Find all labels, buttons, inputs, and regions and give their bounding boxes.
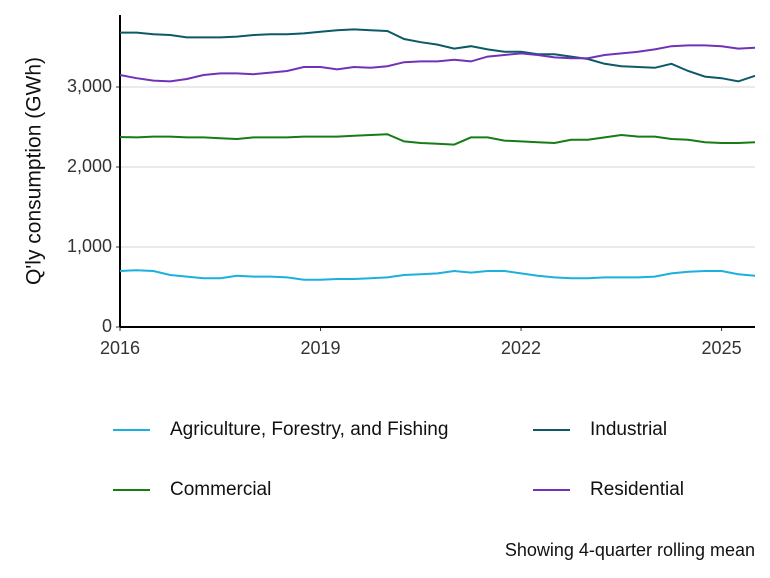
legend-label: Industrial: [590, 419, 667, 440]
x-tick-label: 2025: [702, 338, 742, 358]
series-line: [119, 269, 756, 281]
legend-label: Residential: [590, 479, 684, 500]
annotation: Showing 4-quarter rolling mean: [505, 540, 755, 560]
x-tick-label: 2022: [501, 338, 541, 358]
y-tick-label: 1,000: [67, 236, 112, 256]
legend-label: Commercial: [170, 479, 271, 500]
y-axis-title: Q'ly consumption (GWh): [23, 57, 46, 285]
y-tick-label: 3,000: [67, 76, 112, 96]
series-line: [119, 133, 756, 146]
x-tick-label: 2019: [301, 338, 341, 358]
series-line: [120, 28, 756, 83]
series-line: [119, 44, 756, 83]
legend-label: Agriculture, Forestry, and Fishing: [170, 419, 448, 440]
x-tick-label: 2016: [100, 338, 140, 358]
y-tick-label: 2,000: [67, 156, 112, 176]
y-tick-label: 0: [102, 316, 112, 336]
